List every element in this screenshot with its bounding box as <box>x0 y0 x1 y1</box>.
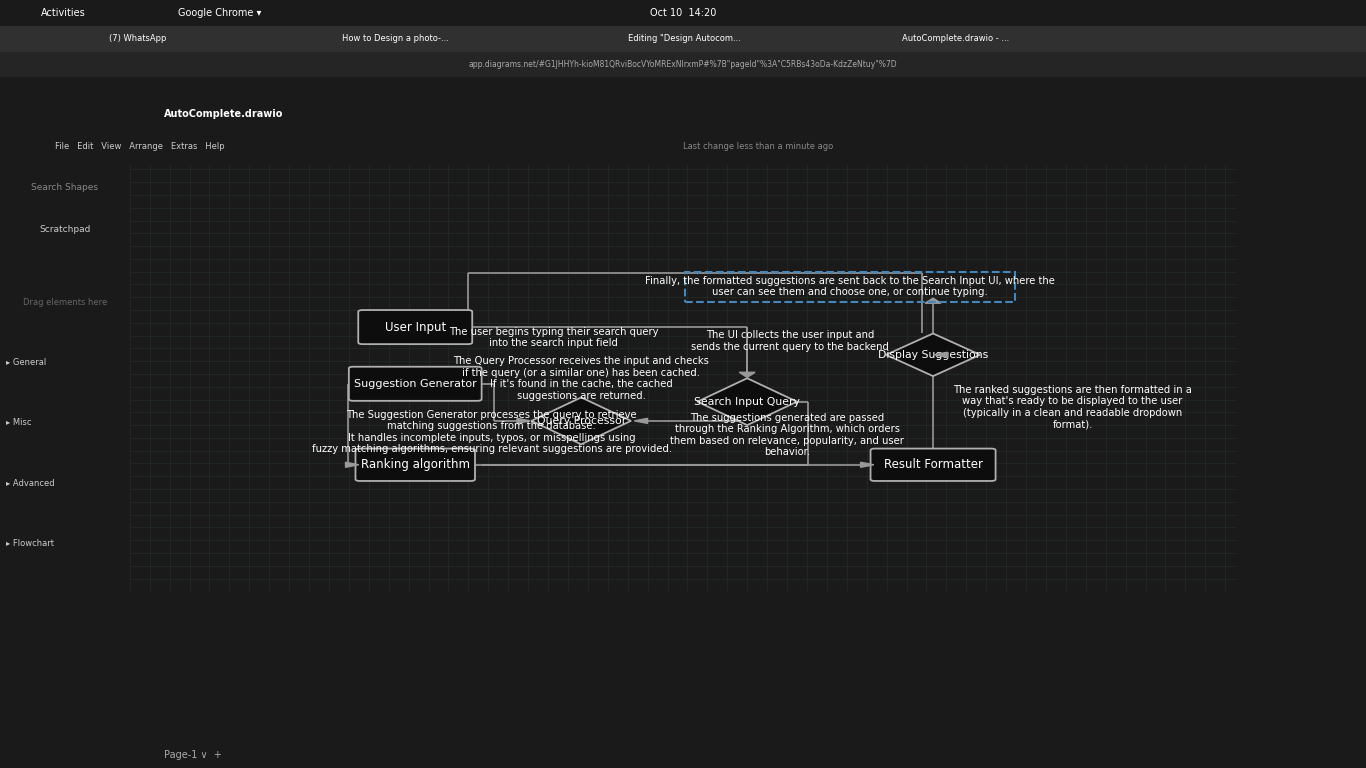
Polygon shape <box>698 379 796 425</box>
Text: File   Edit   View   Arrange   Extras   Help: File Edit View Arrange Extras Help <box>55 142 224 151</box>
Text: The suggestions generated are passed
through the Ranking Algorithm, which orders: The suggestions generated are passed thr… <box>671 412 904 457</box>
Text: Oct 10  14:20: Oct 10 14:20 <box>650 8 716 18</box>
Text: Ranking algorithm: Ranking algorithm <box>361 458 470 472</box>
Text: ▸ Misc: ▸ Misc <box>7 419 31 427</box>
Polygon shape <box>634 419 647 423</box>
Text: app.diagrams.net/#G1JHHYh-kioM81QRviBocVYoMRExNlrxmP#%7B"pageId"%3A"C5RBs43oDa-K: app.diagrams.net/#G1JHHYh-kioM81QRviBocV… <box>469 60 897 69</box>
Polygon shape <box>346 462 359 467</box>
Text: The Suggestion Generator processes the query to retrieve
matching suggestions fr: The Suggestion Generator processes the q… <box>311 409 672 455</box>
Polygon shape <box>887 333 979 376</box>
Polygon shape <box>861 462 874 467</box>
FancyBboxPatch shape <box>358 310 473 344</box>
Text: Last change less than a minute ago: Last change less than a minute ago <box>683 142 833 151</box>
Text: AutoComplete.drawio - ...: AutoComplete.drawio - ... <box>902 35 1009 43</box>
FancyBboxPatch shape <box>348 367 482 401</box>
Bar <box>0 51 1366 78</box>
Polygon shape <box>934 353 948 357</box>
FancyBboxPatch shape <box>870 449 996 481</box>
Text: How to Design a photo-...: How to Design a photo-... <box>342 35 448 43</box>
Text: Editing "Design Autocom...: Editing "Design Autocom... <box>628 35 742 43</box>
Text: ▸ Advanced: ▸ Advanced <box>7 478 55 488</box>
Text: Search Input Query: Search Input Query <box>694 397 800 407</box>
Polygon shape <box>516 419 530 423</box>
Text: (7) WhatsApp: (7) WhatsApp <box>109 35 167 43</box>
Text: Suggestion Generator: Suggestion Generator <box>354 379 477 389</box>
Polygon shape <box>531 397 631 445</box>
Text: Display Suggestions: Display Suggestions <box>878 349 988 359</box>
FancyBboxPatch shape <box>355 449 475 481</box>
Text: Activities: Activities <box>41 8 86 18</box>
Text: Google Chrome ▾: Google Chrome ▾ <box>178 8 261 18</box>
Text: Scratchpad: Scratchpad <box>40 226 90 234</box>
Text: Drag elements here: Drag elements here <box>23 298 107 306</box>
Text: AutoComplete.drawio: AutoComplete.drawio <box>164 109 283 119</box>
Text: Query Processor: Query Processor <box>537 415 626 426</box>
Text: The UI collects the user input and
sends the current query to the backend: The UI collects the user input and sends… <box>691 330 889 352</box>
Text: Result Formatter: Result Formatter <box>884 458 982 472</box>
Bar <box>686 272 1015 302</box>
Text: ▸ General: ▸ General <box>7 358 46 367</box>
Text: Search Shapes: Search Shapes <box>31 184 98 192</box>
Text: User Input: User Input <box>385 320 445 333</box>
Text: Page-1 ∨  +: Page-1 ∨ + <box>164 750 221 760</box>
Text: The ranked suggestions are then formatted in a
way that's ready to be displayed : The ranked suggestions are then formatte… <box>953 385 1193 429</box>
Text: ▸ Flowchart: ▸ Flowchart <box>7 539 55 548</box>
Polygon shape <box>739 372 755 377</box>
Text: Finally, the formatted suggestions are sent back to the Search Input UI, where t: Finally, the formatted suggestions are s… <box>645 276 1055 297</box>
Bar <box>0 0 1366 26</box>
Bar <box>0 26 1366 51</box>
Text: The Query Processor receives the input and checks
if the query (or a similar one: The Query Processor receives the input a… <box>454 356 709 401</box>
Text: The user begins typing their search query
into the search input field: The user begins typing their search quer… <box>449 326 658 348</box>
Polygon shape <box>925 298 941 303</box>
